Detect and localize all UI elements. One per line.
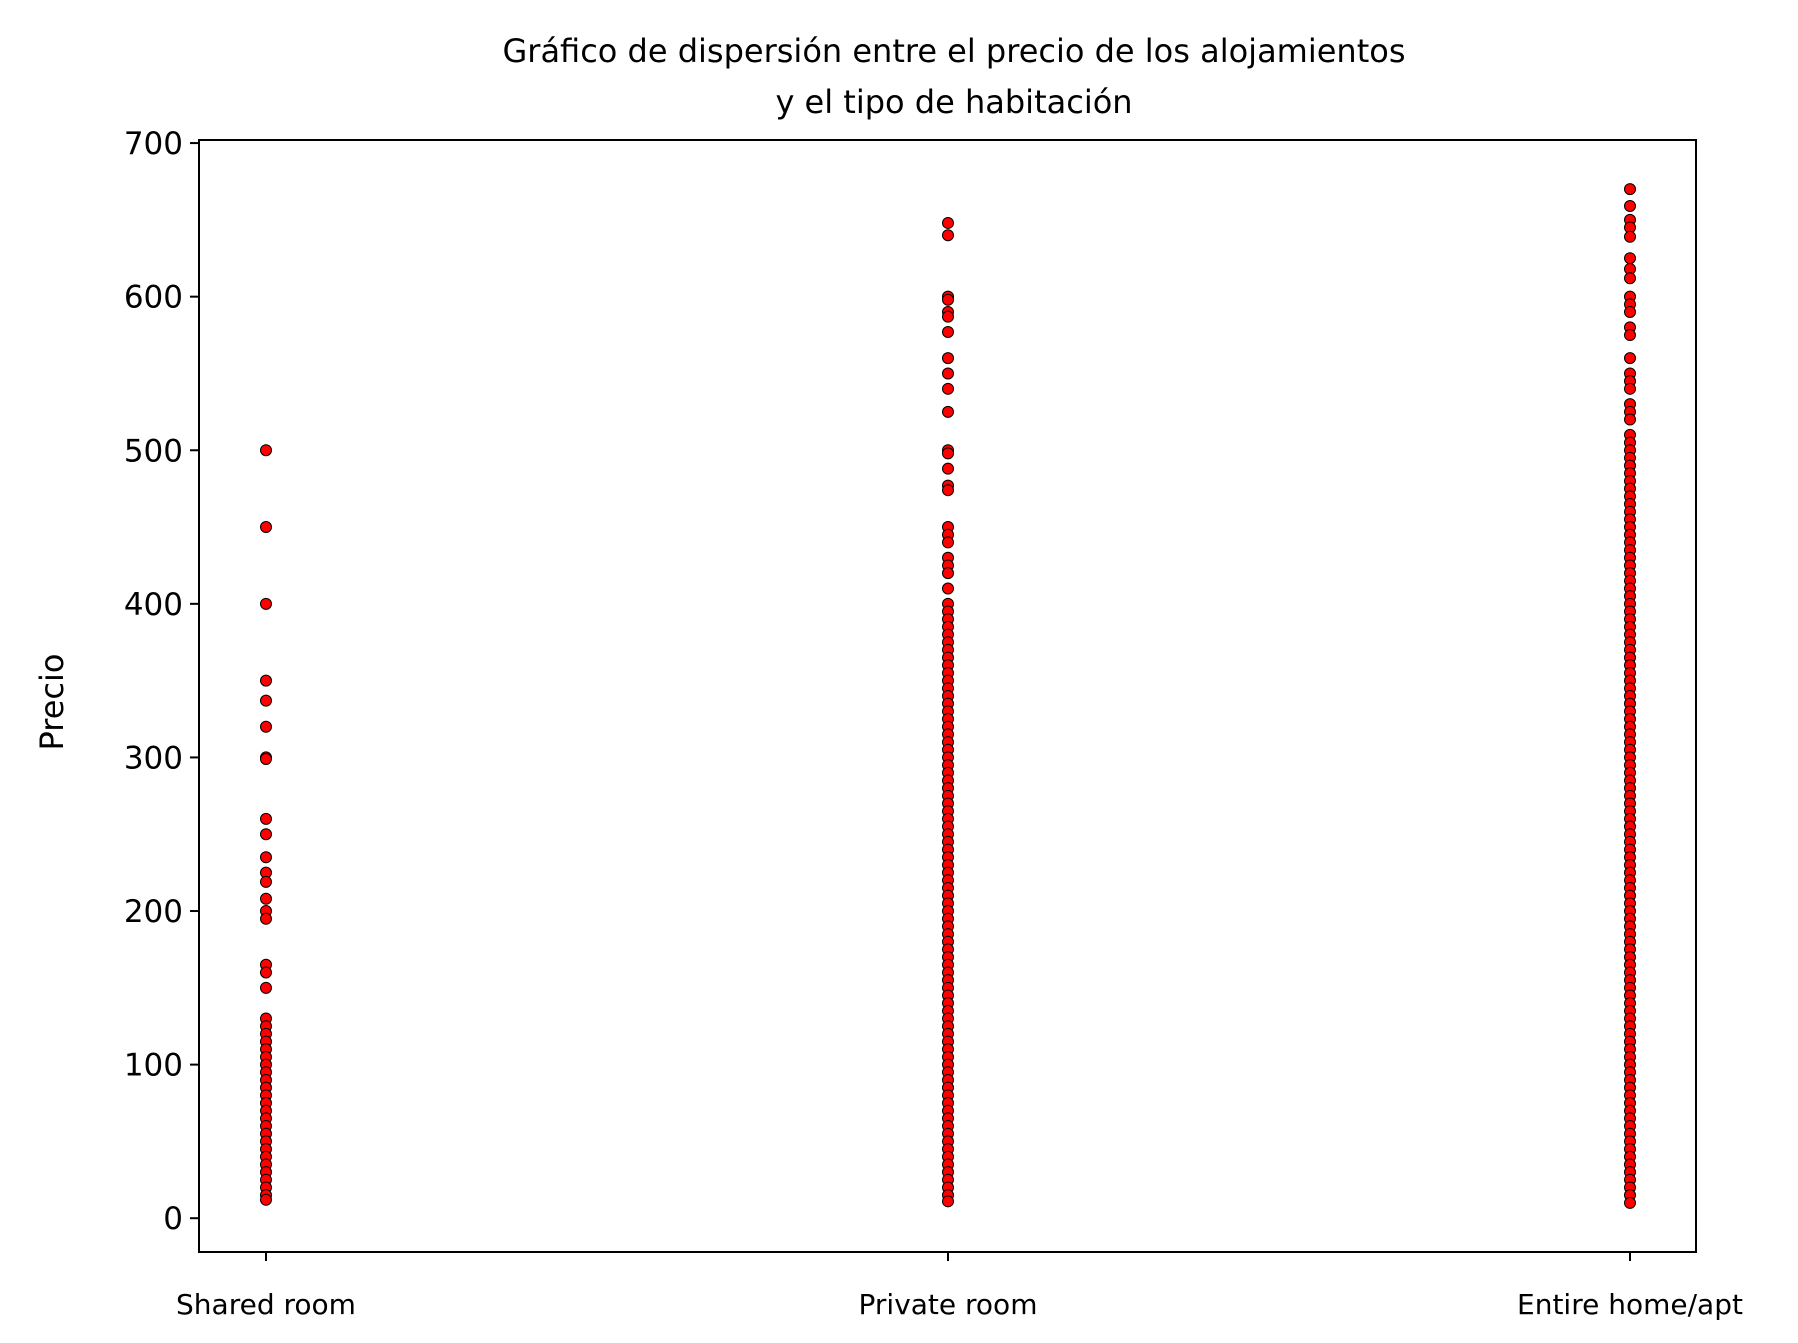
scatter-point	[942, 462, 954, 475]
x-tick-label: Shared room	[176, 1288, 356, 1321]
scatter-point	[1624, 200, 1636, 213]
y-tick-label: 100	[124, 1048, 183, 1084]
scatter-point	[260, 752, 272, 765]
scatter-point	[260, 720, 272, 733]
chart-title-line-1: Gráfico de dispersión entre el precio de…	[502, 32, 1405, 70]
y-tick-label: 500	[124, 433, 183, 469]
y-tick-label: 200	[124, 894, 183, 930]
scatter-point	[260, 912, 272, 925]
data-points	[260, 183, 1636, 1209]
scatter-point	[942, 352, 954, 365]
x-tick-label: Private room	[859, 1288, 1038, 1321]
x-tick-label: Entire home/apt	[1517, 1288, 1743, 1321]
y-tick-label: 400	[124, 587, 183, 623]
scatter-point	[1624, 252, 1636, 265]
scatter-point	[1624, 183, 1636, 196]
scatter-point	[260, 444, 272, 457]
y-axis-label: Precio	[33, 654, 71, 751]
scatter-point	[1624, 306, 1636, 319]
scatter-point	[1624, 272, 1636, 285]
scatter-point	[260, 966, 272, 979]
scatter-point	[942, 293, 954, 306]
scatter-point	[1624, 230, 1636, 243]
scatter-point	[260, 597, 272, 610]
y-tick-label: 600	[124, 280, 183, 316]
y-tick-label: 700	[124, 126, 183, 162]
scatter-point	[942, 367, 954, 380]
scatter-point	[942, 310, 954, 323]
scatter-point	[260, 1193, 272, 1206]
scatter-point	[942, 1195, 954, 1208]
scatter-point	[1624, 413, 1636, 426]
scatter-point	[1624, 1196, 1636, 1209]
scatter-point	[942, 216, 954, 229]
scatter-point	[942, 447, 954, 460]
scatter-point	[1624, 329, 1636, 342]
scatter-point	[942, 405, 954, 418]
chart-title-line-2: y el tipo de habitación	[775, 83, 1132, 121]
y-tick-label: 0	[163, 1201, 183, 1237]
scatter-point	[1624, 352, 1636, 365]
y-tick-label: 300	[124, 740, 183, 776]
scatter-point	[260, 828, 272, 841]
scatter-point	[942, 382, 954, 395]
scatter-point	[260, 851, 272, 864]
scatter-point	[1624, 382, 1636, 395]
x-axis-ticks: Shared room Private room Entire home/apt	[176, 1252, 1743, 1321]
scatter-point	[260, 674, 272, 687]
scatter-point	[942, 484, 954, 497]
scatter-point	[260, 892, 272, 905]
chart-title: Gráfico de dispersión entre el precio de…	[502, 32, 1405, 121]
scatter-point	[260, 875, 272, 888]
scatter-point	[260, 521, 272, 534]
scatter-point	[942, 536, 954, 549]
scatter-point	[942, 582, 954, 595]
y-axis-ticks: 0 100 200 300 400 500 600 700	[124, 126, 199, 1237]
scatter-point	[260, 812, 272, 825]
scatter-point	[260, 981, 272, 994]
plot-area-frame	[198, 139, 1697, 1253]
scatter-point	[942, 325, 954, 338]
scatter-point	[942, 229, 954, 242]
scatter-point	[260, 694, 272, 707]
scatter-point	[942, 567, 954, 580]
